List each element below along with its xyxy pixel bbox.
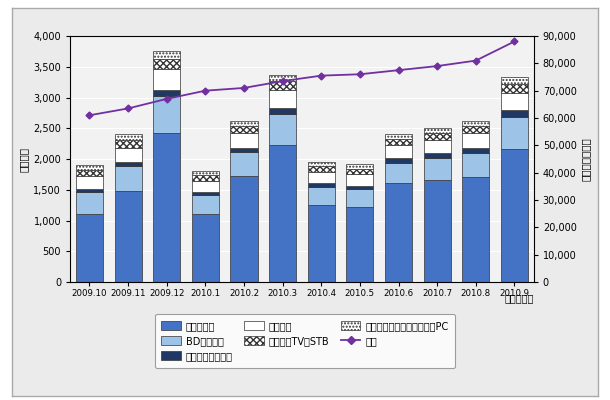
Bar bbox=[269, 114, 296, 146]
Bar bbox=[346, 168, 373, 174]
Text: （年・月）: （年・月） bbox=[504, 293, 534, 303]
Bar bbox=[231, 133, 257, 148]
Bar bbox=[462, 126, 489, 134]
Bar bbox=[153, 51, 181, 59]
Bar bbox=[76, 192, 103, 214]
Bar bbox=[423, 158, 451, 180]
Bar bbox=[115, 140, 142, 148]
Bar bbox=[231, 176, 257, 282]
Bar bbox=[423, 180, 451, 282]
Bar bbox=[269, 75, 296, 81]
Bar bbox=[192, 175, 219, 180]
Bar bbox=[192, 171, 219, 175]
Bar bbox=[115, 148, 142, 162]
Bar bbox=[346, 186, 373, 189]
Bar bbox=[153, 69, 181, 90]
Bar bbox=[76, 188, 103, 192]
Bar bbox=[231, 148, 257, 152]
Bar bbox=[308, 166, 335, 172]
Y-axis label: （累計・千台）: （累計・千台） bbox=[581, 137, 591, 181]
Bar bbox=[115, 191, 142, 282]
Bar bbox=[153, 96, 181, 133]
Bar bbox=[231, 152, 257, 176]
Bar bbox=[76, 214, 103, 282]
Bar bbox=[462, 120, 489, 126]
Legend: 薄型テレビ, BDレコーダ, デジタルレコーダ, チューナ, ケーブルTV用STB, 地上デジタルチューナ内蔵PC, 累計: 薄型テレビ, BDレコーダ, デジタルレコーダ, チューナ, ケーブルTV用ST… bbox=[154, 314, 456, 368]
Bar bbox=[231, 121, 257, 126]
Bar bbox=[115, 162, 142, 166]
Bar bbox=[423, 140, 451, 154]
Bar bbox=[462, 148, 489, 153]
Bar bbox=[308, 183, 335, 187]
Bar bbox=[462, 177, 489, 282]
Bar bbox=[308, 162, 335, 166]
Bar bbox=[385, 134, 412, 139]
Bar bbox=[385, 139, 412, 145]
Bar bbox=[192, 214, 219, 282]
Bar bbox=[346, 207, 373, 282]
Bar bbox=[153, 133, 181, 282]
Bar bbox=[269, 108, 296, 114]
Bar bbox=[192, 180, 219, 192]
Bar bbox=[501, 84, 528, 92]
Bar bbox=[308, 204, 335, 282]
Bar bbox=[346, 174, 373, 186]
Bar bbox=[269, 81, 296, 90]
Bar bbox=[423, 154, 451, 158]
Bar bbox=[423, 128, 451, 133]
Bar bbox=[462, 153, 489, 177]
Bar bbox=[385, 163, 412, 183]
Bar bbox=[346, 189, 373, 207]
Bar bbox=[385, 183, 412, 282]
Bar bbox=[269, 146, 296, 282]
Bar bbox=[308, 172, 335, 183]
Bar bbox=[501, 92, 528, 110]
Bar bbox=[76, 170, 103, 176]
Bar bbox=[308, 187, 335, 204]
Bar bbox=[153, 90, 181, 96]
Bar bbox=[115, 166, 142, 191]
Bar bbox=[192, 192, 219, 195]
Bar bbox=[385, 145, 412, 158]
Bar bbox=[269, 90, 296, 108]
Bar bbox=[385, 158, 412, 163]
Bar bbox=[231, 126, 257, 133]
Bar bbox=[192, 195, 219, 214]
Bar bbox=[501, 77, 528, 84]
Bar bbox=[501, 149, 528, 282]
Bar bbox=[346, 164, 373, 168]
Bar bbox=[76, 176, 103, 188]
Bar bbox=[501, 110, 528, 116]
Bar bbox=[76, 165, 103, 170]
Bar bbox=[423, 133, 451, 140]
Bar bbox=[501, 116, 528, 149]
Bar bbox=[462, 134, 489, 148]
Y-axis label: （千台）: （千台） bbox=[19, 146, 29, 172]
Bar bbox=[115, 134, 142, 140]
Bar bbox=[153, 59, 181, 69]
